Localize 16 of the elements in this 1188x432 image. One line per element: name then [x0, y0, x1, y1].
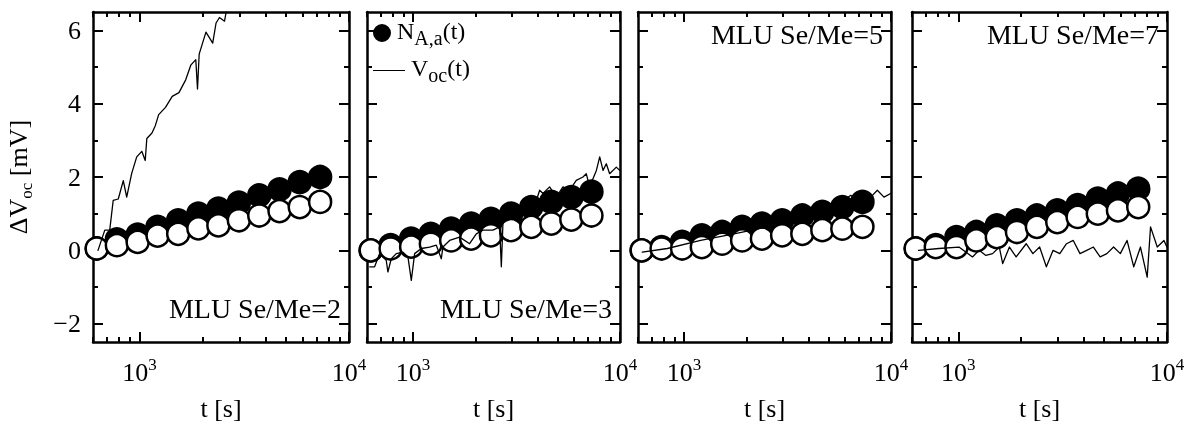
y-tick-label: 6 — [68, 15, 81, 45]
y-tick-label: 2 — [68, 162, 81, 192]
annotation: MLU Se/Me=2 — [168, 292, 341, 324]
y-tick-label: −2 — [53, 309, 81, 339]
annotation: MLU Se/Me=5 — [710, 18, 883, 50]
x-axis-title: t [s] — [743, 394, 786, 423]
x-axis-title: t [s] — [200, 394, 242, 423]
x-axis-title: t [s] — [1018, 394, 1061, 423]
legend-label: V$_{oc}$(t) — [411, 54, 470, 86]
y-tick-label: 0 — [68, 235, 81, 265]
legend-label: N$_{A,a}$(t) — [397, 18, 466, 49]
y-axis-title: ΔVoc [mV] — [4, 119, 36, 235]
y-tick-label: 4 — [68, 89, 81, 119]
annotation: MLU Se/Me=7 — [986, 18, 1159, 50]
x-axis-title: t [s] — [472, 394, 515, 423]
annotation: MLU Se/Me=3 — [439, 292, 612, 324]
